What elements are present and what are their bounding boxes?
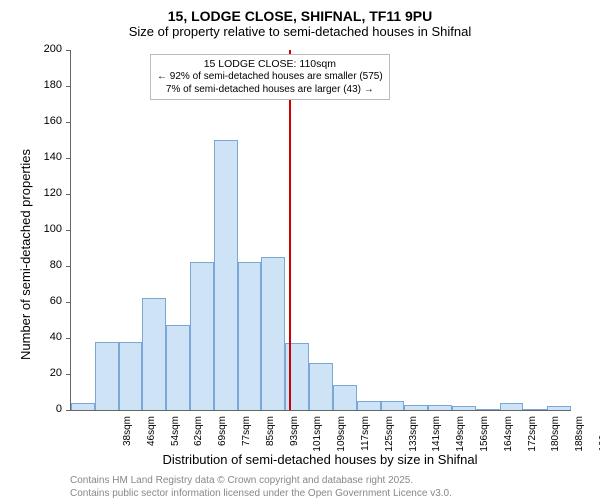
x-tick-label: 149sqm [455, 416, 466, 458]
x-tick-label: 69sqm [217, 416, 228, 458]
histogram-bar [547, 406, 571, 410]
y-tick-label: 40 [0, 331, 62, 343]
annotation-title: 15 LODGE CLOSE: 110sqm [157, 58, 383, 71]
histogram-bar [404, 405, 428, 410]
x-tick-label: 101sqm [312, 416, 323, 458]
annotation-line-2: 7% of semi-detached houses are larger (4… [157, 84, 383, 97]
y-tick-mark [66, 86, 70, 87]
y-tick-mark [66, 410, 70, 411]
y-tick-label: 80 [0, 259, 62, 271]
y-tick-mark [66, 194, 70, 195]
y-tick-mark [66, 158, 70, 159]
histogram-bar [381, 401, 405, 410]
y-tick-mark [66, 338, 70, 339]
y-tick-label: 60 [0, 295, 62, 307]
y-tick-label: 140 [0, 151, 62, 163]
footer-line-2: Contains public sector information licen… [70, 487, 452, 500]
y-tick-label: 180 [0, 79, 62, 91]
y-tick-mark [66, 266, 70, 267]
y-tick-mark [66, 122, 70, 123]
histogram-bar [452, 406, 476, 410]
chart-plot-area [70, 50, 571, 411]
page-subtitle: Size of property relative to semi-detach… [0, 24, 600, 43]
histogram-bar [95, 342, 119, 410]
x-tick-label: 125sqm [384, 416, 395, 458]
x-tick-label: 156sqm [479, 416, 490, 458]
footer-line-1: Contains HM Land Registry data © Crown c… [70, 474, 452, 487]
y-tick-label: 20 [0, 367, 62, 379]
y-tick-label: 160 [0, 115, 62, 127]
footer-attribution: Contains HM Land Registry data © Crown c… [70, 474, 452, 500]
histogram-bar [71, 403, 95, 410]
y-tick-label: 200 [0, 43, 62, 55]
x-tick-label: 141sqm [431, 416, 442, 458]
x-tick-label: 172sqm [527, 416, 538, 458]
x-tick-label: 93sqm [289, 416, 300, 458]
histogram-bar [523, 409, 547, 410]
x-tick-label: 62sqm [193, 416, 204, 458]
histogram-bar [476, 409, 500, 410]
page-title: 15, LODGE CLOSE, SHIFNAL, TF11 9PU [0, 0, 600, 24]
x-tick-label: 180sqm [550, 416, 561, 458]
x-tick-label: 38sqm [122, 416, 133, 458]
x-tick-label: 85sqm [265, 416, 276, 458]
histogram-bar [309, 363, 333, 410]
histogram-bar [119, 342, 143, 410]
x-tick-label: 109sqm [336, 416, 347, 458]
y-tick-mark [66, 374, 70, 375]
histogram-bar [261, 257, 285, 410]
histogram-bar [238, 262, 262, 410]
x-tick-label: 77sqm [241, 416, 252, 458]
y-tick-mark [66, 50, 70, 51]
annotation-line-1: ← 92% of semi-detached houses are smalle… [157, 71, 383, 84]
x-tick-label: 46sqm [146, 416, 157, 458]
histogram-bar [500, 403, 524, 410]
y-tick-mark [66, 230, 70, 231]
reference-line [289, 50, 291, 410]
y-tick-mark [66, 302, 70, 303]
histogram-bar [214, 140, 238, 410]
histogram-bar [428, 405, 452, 410]
histogram-bar [142, 298, 166, 410]
annotation-box: 15 LODGE CLOSE: 110sqm← 92% of semi-deta… [150, 54, 390, 100]
x-tick-label: 188sqm [574, 416, 585, 458]
y-tick-label: 0 [0, 403, 62, 415]
histogram-bar [166, 325, 190, 410]
histogram-bar [190, 262, 214, 410]
histogram-bar [357, 401, 381, 410]
x-tick-label: 117sqm [360, 416, 371, 458]
x-tick-label: 164sqm [503, 416, 514, 458]
y-tick-label: 120 [0, 187, 62, 199]
x-tick-label: 133sqm [408, 416, 419, 458]
histogram-bar [333, 385, 357, 410]
x-tick-label: 54sqm [170, 416, 181, 458]
y-tick-label: 100 [0, 223, 62, 235]
